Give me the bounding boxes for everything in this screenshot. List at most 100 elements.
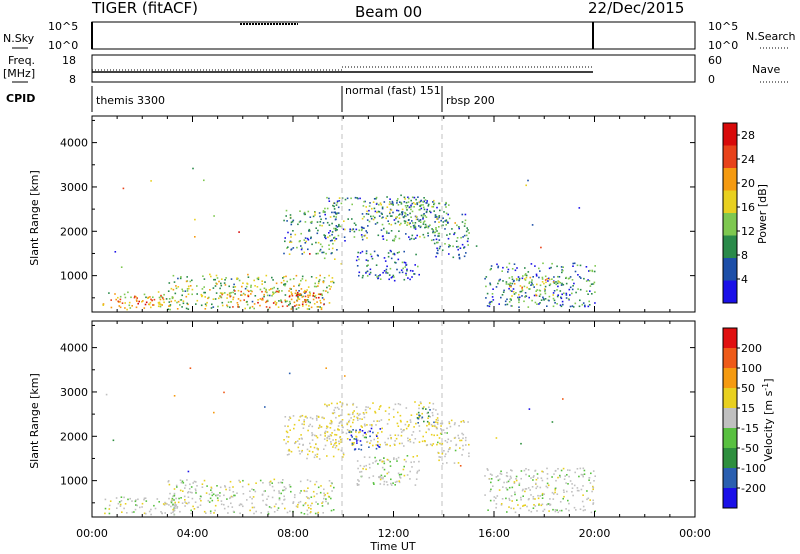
data-cell (432, 201, 434, 203)
data-cell (436, 247, 438, 250)
data-cell (296, 440, 299, 442)
data-cell (394, 261, 396, 264)
data-cell (309, 216, 312, 218)
data-cell (446, 427, 448, 430)
data-cell (383, 257, 386, 259)
data-cell (442, 462, 444, 465)
data-cell (405, 407, 408, 409)
data-cell (201, 288, 204, 290)
data-cell (325, 500, 327, 503)
data-cell (312, 490, 315, 493)
data-cell (257, 299, 259, 301)
data-cell (363, 413, 365, 415)
data-cell (168, 301, 171, 303)
colorbar-band (723, 235, 737, 259)
data-cell (506, 475, 509, 478)
data-cell (518, 277, 521, 280)
data-cell (213, 512, 215, 514)
data-cell (335, 439, 337, 441)
data-cell (402, 216, 405, 218)
data-cell (589, 482, 592, 484)
data-cell (572, 306, 575, 308)
data-cell (569, 276, 572, 278)
data-cell (380, 474, 383, 477)
data-cell (532, 276, 534, 278)
data-cell (284, 283, 287, 285)
data-cell (300, 245, 302, 247)
data-cell (228, 489, 231, 491)
data-cell (502, 486, 504, 488)
data-cell (108, 512, 111, 515)
data-cell (418, 220, 420, 222)
data-cell (319, 243, 322, 246)
data-cell (386, 484, 389, 486)
data-cell (251, 502, 253, 505)
data-cell (128, 301, 131, 304)
data-cell (304, 301, 307, 303)
data-cell (384, 410, 387, 412)
data-cell (330, 252, 333, 255)
data-cell (500, 504, 503, 506)
data-cell (506, 481, 508, 484)
data-cell (320, 293, 323, 295)
data-cell (431, 412, 434, 414)
data-cell (510, 507, 512, 510)
data-cell (386, 206, 389, 208)
data-cell (415, 198, 417, 201)
data-cell (357, 419, 359, 421)
data-cell (355, 436, 358, 438)
data-cell (489, 301, 491, 303)
data-cell (530, 494, 532, 496)
data-cell (314, 483, 316, 486)
data-cell (340, 449, 343, 452)
data-cell (355, 224, 357, 226)
data-cell (150, 508, 152, 511)
data-cell (517, 296, 519, 299)
data-cell (331, 231, 334, 233)
data-cell (187, 308, 190, 310)
data-cell (203, 286, 205, 288)
data-cell (296, 300, 299, 302)
data-cell (400, 431, 403, 433)
data-cell (187, 491, 189, 494)
data-cell (405, 272, 407, 275)
data-cell (492, 299, 495, 301)
data-cell (579, 467, 582, 470)
data-cell (240, 294, 243, 296)
data-cell (524, 267, 526, 269)
data-cell (309, 504, 312, 507)
data-cell (362, 274, 364, 277)
data-cell (331, 211, 333, 214)
data-cell (457, 248, 459, 251)
data-cell (298, 450, 301, 452)
data-cell (562, 266, 564, 268)
data-cell (565, 508, 567, 510)
data-cell (415, 215, 418, 218)
data-cell (284, 416, 287, 418)
data-cell (307, 429, 309, 432)
data-cell (168, 497, 170, 500)
data-cell (458, 253, 460, 256)
data-cell (386, 272, 389, 274)
data-cell (164, 512, 166, 514)
data-cell (432, 229, 434, 231)
data-cell (348, 429, 351, 432)
data-cell (437, 235, 439, 237)
data-cell (580, 277, 582, 279)
data-cell (192, 505, 194, 508)
data-cell (329, 240, 332, 242)
data-cell (569, 294, 571, 296)
data-cell (272, 293, 274, 295)
colorbar-tick-label: -200 (741, 482, 766, 495)
data-cell (542, 296, 544, 299)
data-cell (407, 201, 410, 203)
data-cell (435, 426, 438, 429)
data-cell (356, 442, 358, 444)
data-cell (316, 456, 318, 458)
data-cell (506, 511, 508, 513)
data-cell (458, 437, 460, 439)
data-cell (423, 208, 426, 211)
nsky-tick-high: 10^5 (48, 20, 78, 33)
data-cell (442, 429, 445, 431)
data-cell (319, 299, 321, 302)
